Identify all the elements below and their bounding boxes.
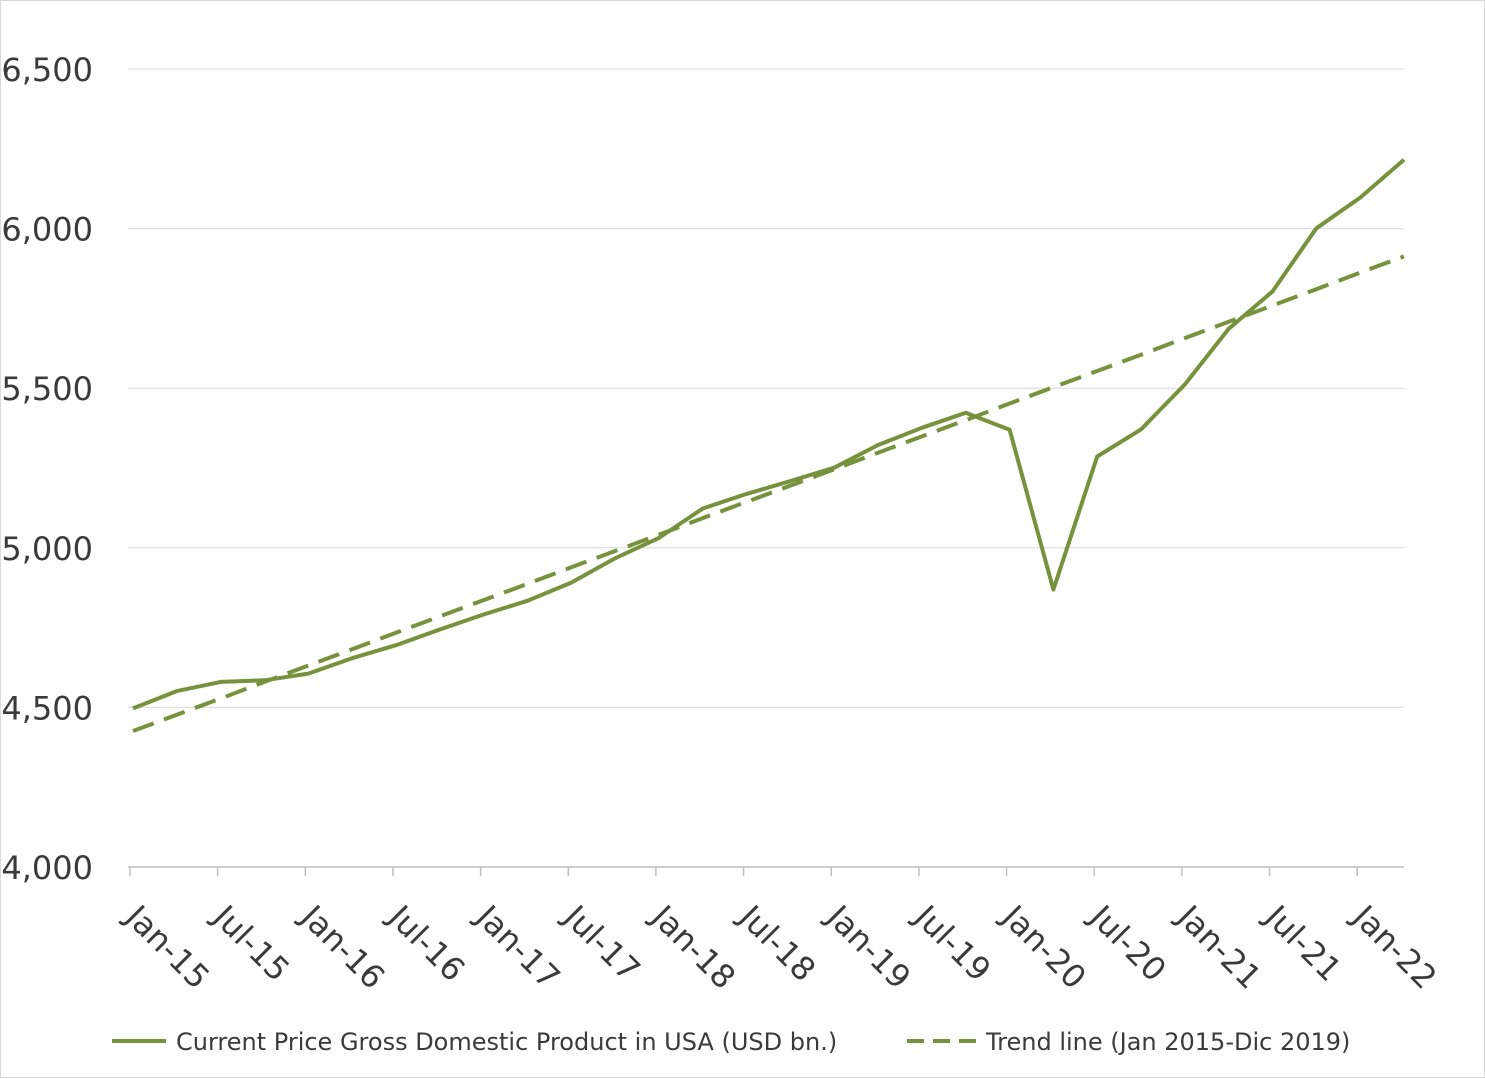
series-lines [132,158,1406,733]
legend-label: Current Price Gross Domestic Product in … [176,1028,837,1056]
x-tick-label: Jan-16 [292,896,392,996]
x-axis: Jan-15Jul-15Jan-16Jul-16Jan-17Jul-17Jan-… [117,867,1444,996]
y-tick-label: 4,500 [1,689,93,727]
legend: Current Price Gross Domestic Product in … [112,1028,1350,1056]
x-tick-label: Jan-22 [1344,896,1444,996]
x-tick-label: Jan-20 [993,896,1093,996]
gdp-line-series [132,158,1406,711]
y-tick-label: 4,000 [1,849,93,887]
x-tick-label: Jul-15 [205,896,298,989]
y-axis-ticks: 4,000 4,500 5,000 5,500 6,000 6,500 [1,51,93,887]
y-tick-label: 5,000 [1,530,93,568]
x-tick-label: Jul-18 [731,896,824,989]
legend-label: Trend line (Jan 2015-Dic 2019) [985,1028,1350,1056]
trend-line-series [132,254,1405,733]
x-tick-label: Jul-19 [906,896,999,989]
x-tick-label: Jan-19 [818,896,918,996]
y-tick-label: 6,000 [1,211,93,249]
y-tick-label: 5,500 [1,370,93,408]
y-tick-label: 6,500 [1,51,93,89]
x-tick-label: Jan-17 [468,896,568,996]
x-tick-label: Jul-17 [555,896,648,989]
x-tick-label: Jul-21 [1256,896,1349,989]
x-tick-label: Jan-15 [117,896,217,996]
x-tick-label: Jul-20 [1081,896,1174,989]
gridlines [128,68,1404,868]
x-tick-label: Jan-18 [643,896,743,996]
x-tick-label: Jan-21 [1169,896,1269,996]
x-tick-label: Jul-16 [380,896,473,989]
